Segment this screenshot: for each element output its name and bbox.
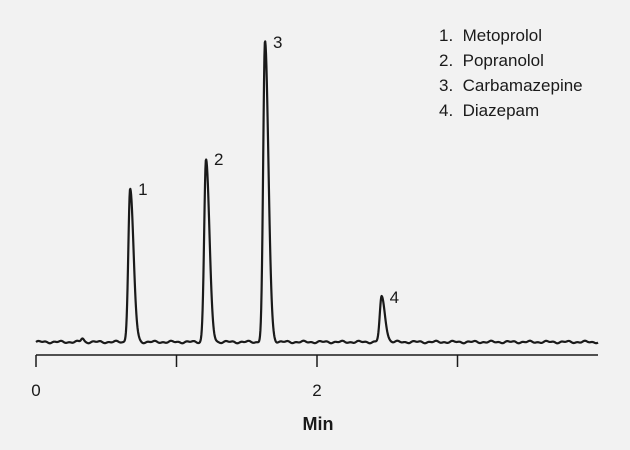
x-tick-label-2: 2 bbox=[312, 381, 321, 400]
legend-entry-1: 1. Metoprolol bbox=[439, 26, 542, 45]
x-axis-title: Min bbox=[303, 414, 334, 434]
x-axis: 0 2 Min bbox=[31, 354, 598, 434]
peak-label-1: 1 bbox=[138, 180, 147, 199]
x-tick-label-0: 0 bbox=[31, 381, 40, 400]
legend-entry-2: 2. Popranolol bbox=[439, 51, 544, 70]
legend: 1. Metoprolol 2. Popranolol 3. Carbamazepi… bbox=[439, 26, 583, 120]
peak-label-4: 4 bbox=[390, 288, 399, 307]
peak-label-2: 2 bbox=[214, 150, 223, 169]
peak-labels: 1 2 3 4 bbox=[138, 33, 399, 307]
peak-label-3: 3 bbox=[273, 33, 282, 52]
trace-layer bbox=[35, 40, 599, 345]
legend-entry-4: 4. Diazepam bbox=[439, 101, 539, 120]
legend-entry-3: 3. Carbamazepine bbox=[439, 76, 583, 95]
chromatogram-trace bbox=[35, 40, 599, 345]
